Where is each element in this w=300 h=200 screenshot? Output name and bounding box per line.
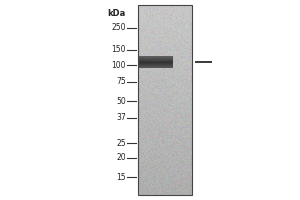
Text: 100: 100 bbox=[112, 60, 126, 70]
Text: 37: 37 bbox=[116, 114, 126, 122]
Text: 150: 150 bbox=[112, 46, 126, 54]
Text: 25: 25 bbox=[116, 138, 126, 148]
Text: 75: 75 bbox=[116, 77, 126, 86]
Text: kDa: kDa bbox=[108, 8, 126, 18]
Text: 20: 20 bbox=[116, 154, 126, 162]
Text: 250: 250 bbox=[112, 23, 126, 32]
Text: 15: 15 bbox=[116, 172, 126, 182]
Text: 50: 50 bbox=[116, 97, 126, 106]
Bar bbox=[138, 5, 192, 195]
